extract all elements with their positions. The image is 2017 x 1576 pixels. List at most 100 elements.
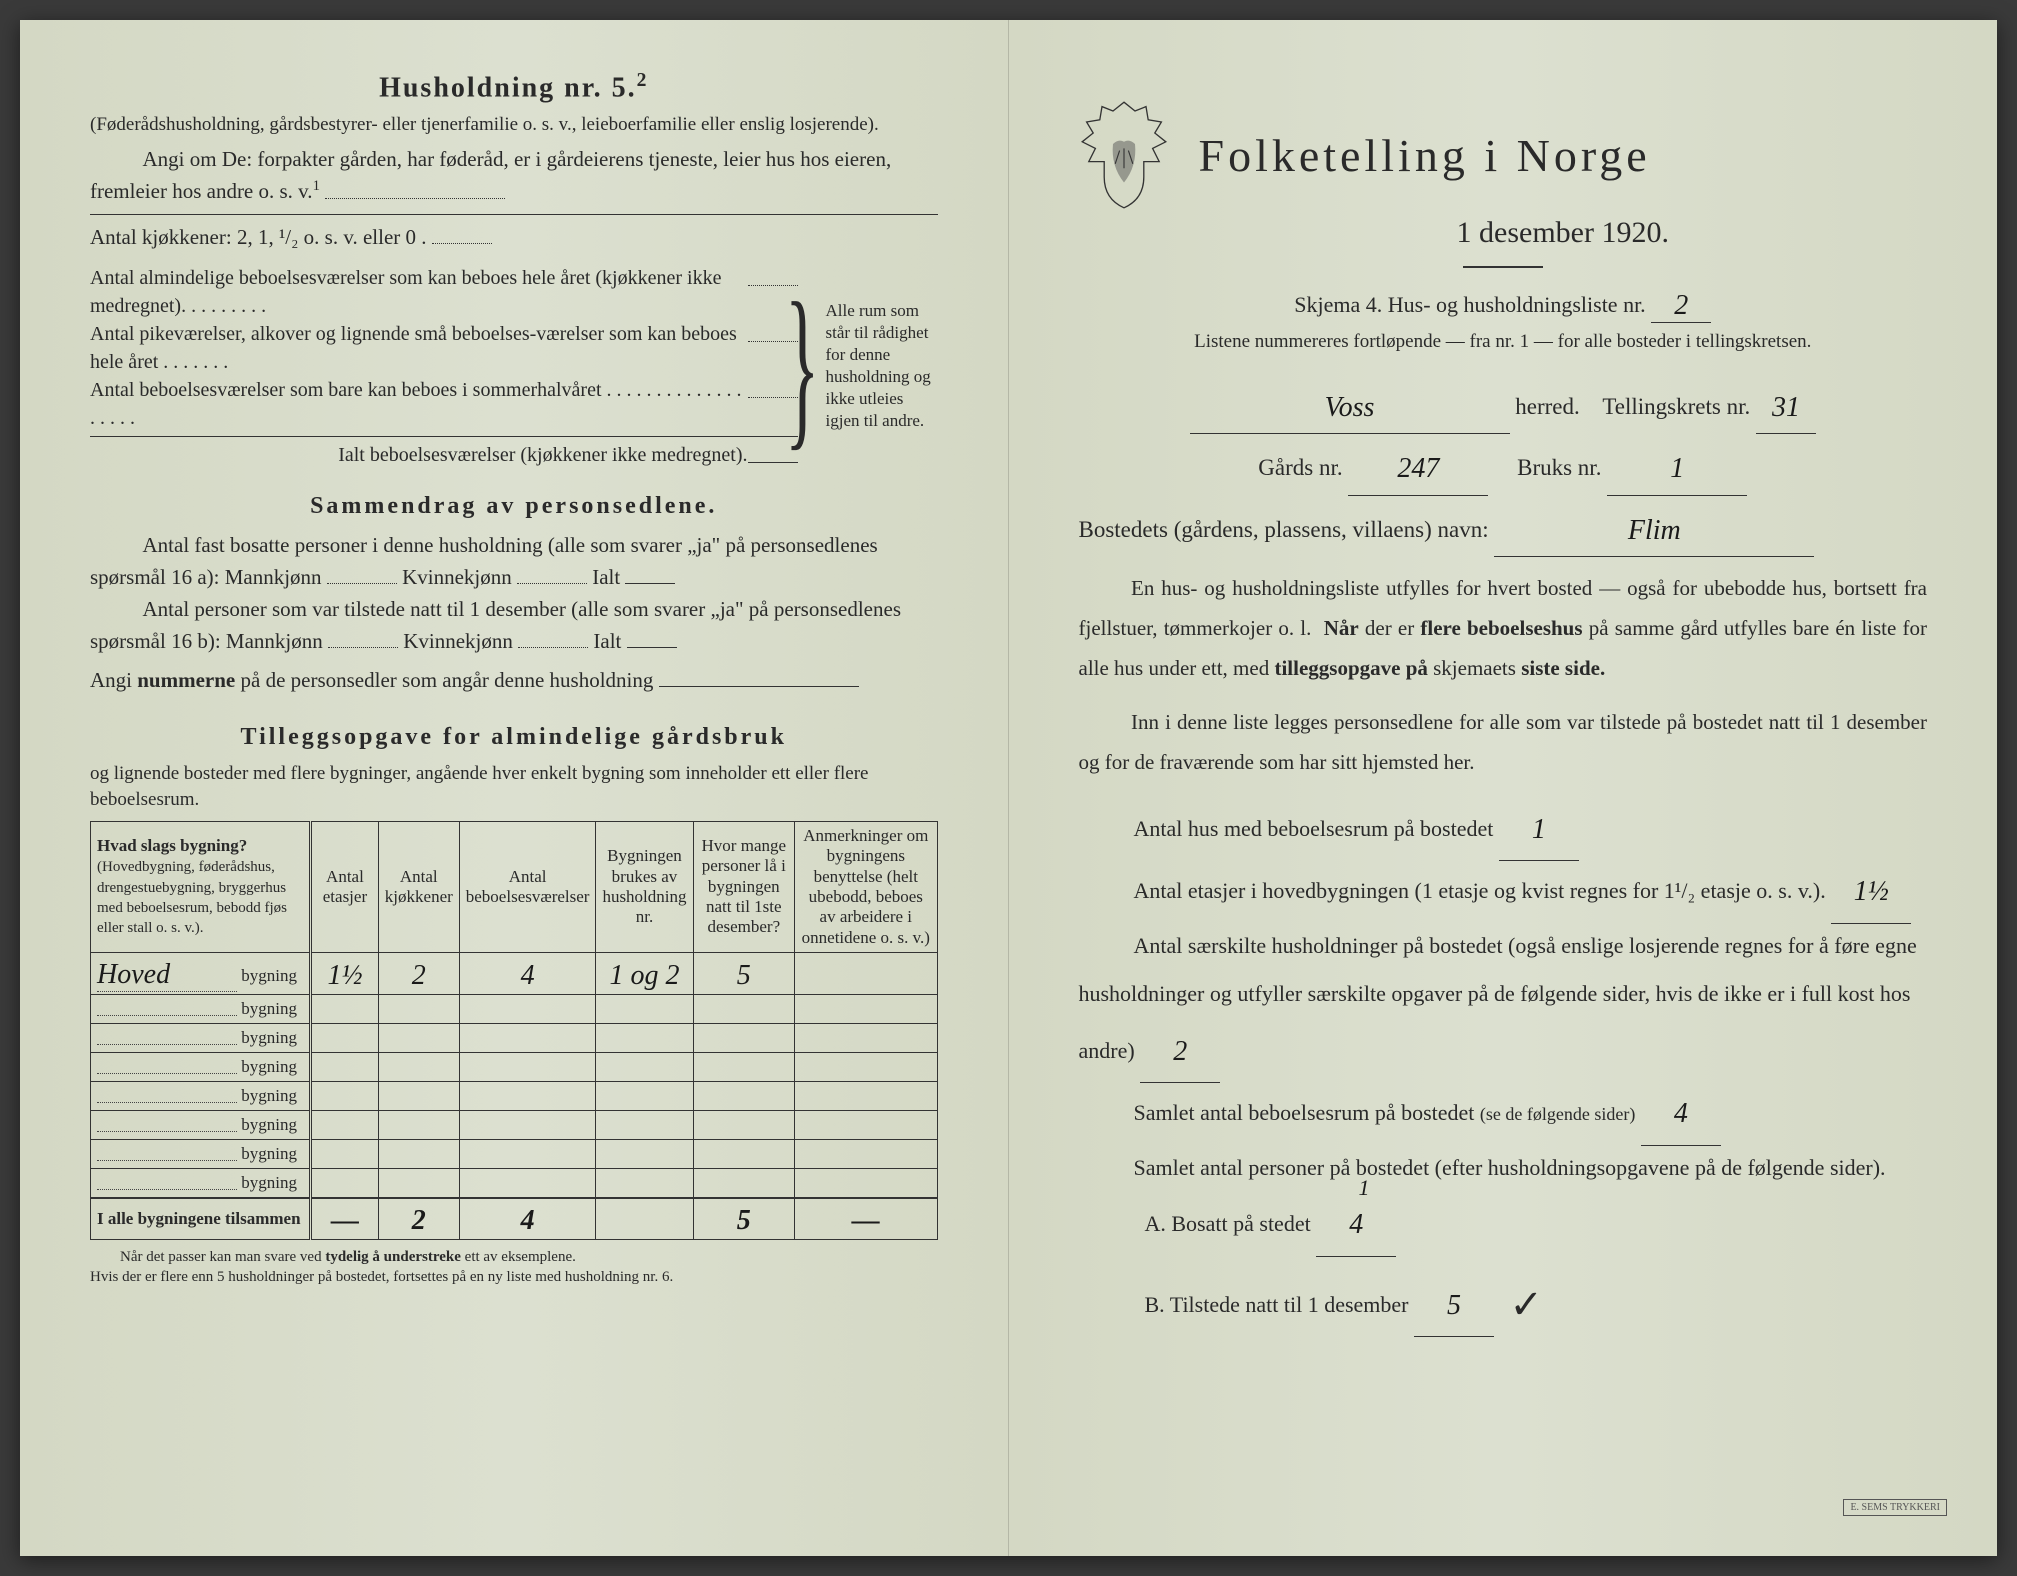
row-cell — [795, 1024, 937, 1053]
q2-row: Antal etasjer i hovedbygningen (1 etasje… — [1079, 859, 1928, 922]
row-cell — [311, 1111, 379, 1140]
row-label-handwrite — [97, 1189, 237, 1190]
row-cell: 2 — [378, 953, 459, 995]
row-label-suffix: bygning — [241, 1115, 297, 1134]
total-cell: — — [795, 1198, 937, 1240]
total-cell: 5 — [693, 1198, 795, 1240]
q5-row: Samlet antal personer på bostedet (efter… — [1079, 1144, 1928, 1192]
row-cell — [795, 995, 937, 1024]
qA-row: A. Bosatt på stedet 4 1 — [1079, 1192, 1928, 1255]
row-cell — [795, 1169, 937, 1199]
tellingskrets-label: Tellingskrets nr. — [1602, 394, 1750, 419]
row-label-handwrite — [97, 1102, 237, 1103]
q1-label: Antal hus med beboelsesrum på bostedet — [1134, 816, 1494, 841]
row-label-handwrite — [97, 1044, 237, 1045]
th-2: Antal kjøkkener — [378, 821, 459, 952]
q2-label: Antal etasjer i hovedbygningen (1 etasje… — [1134, 878, 1826, 903]
bygning-header-row: Hvad slags bygning?(Hovedbygning, føderå… — [91, 821, 938, 952]
qB-row: B. Tilstede natt til 1 desember 5 ✓ — [1079, 1255, 1928, 1343]
row-label-cell: bygning — [91, 1169, 311, 1199]
husholdning-sup: 2 — [637, 70, 649, 91]
skjema-line: Skjema 4. Hus- og husholdningsliste nr. … — [1079, 288, 1928, 321]
row-cell — [596, 1140, 693, 1169]
row-cell: 5 — [693, 953, 795, 995]
row-label-handwrite — [97, 1073, 237, 1074]
angi-blank — [325, 175, 505, 198]
row-cell — [378, 1024, 459, 1053]
rooms-list: Antal almindelige beboelsesværelser som … — [90, 264, 798, 469]
row-cell — [693, 995, 795, 1024]
row-cell — [693, 1053, 795, 1082]
bosted-val: Flim — [1494, 506, 1814, 557]
row-cell — [693, 1140, 795, 1169]
ialt-text: Ialt beboelsesværelser (kjøkkener ikke m… — [90, 441, 748, 469]
total-label: I alle bygningene tilsammen — [91, 1198, 311, 1240]
row-cell — [311, 1169, 379, 1199]
table-row: bygning — [91, 1111, 938, 1140]
row-cell — [459, 995, 596, 1024]
bruks-label: Bruks nr. — [1517, 455, 1601, 480]
para-2: Inn i denne liste legges personsedlene f… — [1079, 703, 1928, 783]
tillegg-sub: og lignende bosteder med flere bygninger… — [90, 761, 938, 812]
skjema-label: Skjema 4. Hus- og husholdningsliste nr. — [1294, 292, 1645, 317]
cell-value: 5 — [737, 960, 751, 991]
table-row: bygning — [91, 1140, 938, 1169]
row-cell — [596, 1053, 693, 1082]
row-cell: 1 og 2 — [596, 953, 693, 995]
row-cell — [596, 995, 693, 1024]
kvinne-label-1: Kvinnekjønn — [402, 565, 512, 589]
row-label-handwrite — [97, 1131, 237, 1132]
row-label-suffix: bygning — [241, 999, 297, 1018]
room-row-1: Antal pikeværelser, alkover og lignende … — [90, 320, 798, 376]
row-label-suffix: bygning — [241, 1028, 297, 1047]
qA-label: A. Bosatt på stedet — [1145, 1211, 1311, 1236]
table-row: bygning — [91, 995, 938, 1024]
th-6: Anmerkninger om bygningens benyttelse (h… — [795, 821, 937, 952]
husholdning-title-text: Husholdning nr. 5. — [379, 72, 637, 103]
para-1: En hus- og husholdningsliste utfylles fo… — [1079, 569, 1928, 689]
row-cell — [795, 953, 937, 995]
qA-extra: 1 — [1359, 1164, 1370, 1212]
table-row: bygning — [91, 1082, 938, 1111]
sammendrag-p2: Antal personer som var tilstede natt til… — [90, 594, 938, 658]
row-label-suffix: bygning — [241, 966, 297, 985]
th-3: Antal beboelsesværelser — [459, 821, 596, 952]
sammendrag-title: Sammendrag av personsedlene. — [90, 493, 938, 520]
table-row: bygning — [91, 1169, 938, 1199]
bygning-thead: Hvad slags bygning?(Hovedbygning, føderå… — [91, 821, 938, 952]
gards-val: 247 — [1348, 444, 1488, 495]
row-cell — [378, 1111, 459, 1140]
cell-value: 2 — [412, 960, 426, 991]
ialt-blank-2 — [627, 625, 677, 648]
skjema-val: 2 — [1651, 290, 1711, 323]
row-label-suffix: bygning — [241, 1057, 297, 1076]
gards-row: Gårds nr. 247 Bruks nr. 1 — [1079, 442, 1928, 493]
questions-block: Antal hus med beboelsesrum på bostedet 1… — [1079, 797, 1928, 1343]
row-cell: 4 — [459, 953, 596, 995]
mann-blank-2 — [328, 625, 398, 648]
row-cell — [596, 1024, 693, 1053]
total-cell: — — [311, 1198, 379, 1240]
row-cell — [459, 1082, 596, 1111]
row-cell — [596, 1169, 693, 1199]
footnote: Når det passer kan man svare ved tydelig… — [90, 1248, 938, 1287]
row-cell — [378, 1053, 459, 1082]
th-0: Hvad slags bygning?(Hovedbygning, føderå… — [91, 821, 311, 952]
tillegg-title: Tilleggsopgave for almindelige gårdsbruk — [90, 724, 938, 751]
row-cell — [378, 995, 459, 1024]
kjokken-text: Antal kjøkkener: 2, 1, ¹/₂ o. s. v. elle… — [90, 225, 427, 249]
row-cell — [378, 1169, 459, 1199]
total-cell — [596, 1198, 693, 1240]
table-row: bygning — [91, 1053, 938, 1082]
brace-note: Alle rum som står til rådighet for denne… — [818, 264, 938, 469]
room-0-text: Antal almindelige beboelsesværelser som … — [90, 264, 748, 320]
rooms-brace-block: Antal almindelige beboelsesværelser som … — [90, 264, 938, 469]
row-cell — [693, 1111, 795, 1140]
row-cell — [459, 1053, 596, 1082]
th-5: Hvor mange personer lå i bygningen natt … — [693, 821, 795, 952]
th-4: Bygningen brukes av husholdning nr. — [596, 821, 693, 952]
title-row: Folketelling i Norge — [1079, 100, 1928, 210]
tellingskrets-val: 31 — [1756, 383, 1816, 434]
kvinne-blank-1 — [517, 561, 587, 584]
bygning-tbody: Hoved bygning1½241 og 25 bygning bygning… — [91, 953, 938, 1240]
